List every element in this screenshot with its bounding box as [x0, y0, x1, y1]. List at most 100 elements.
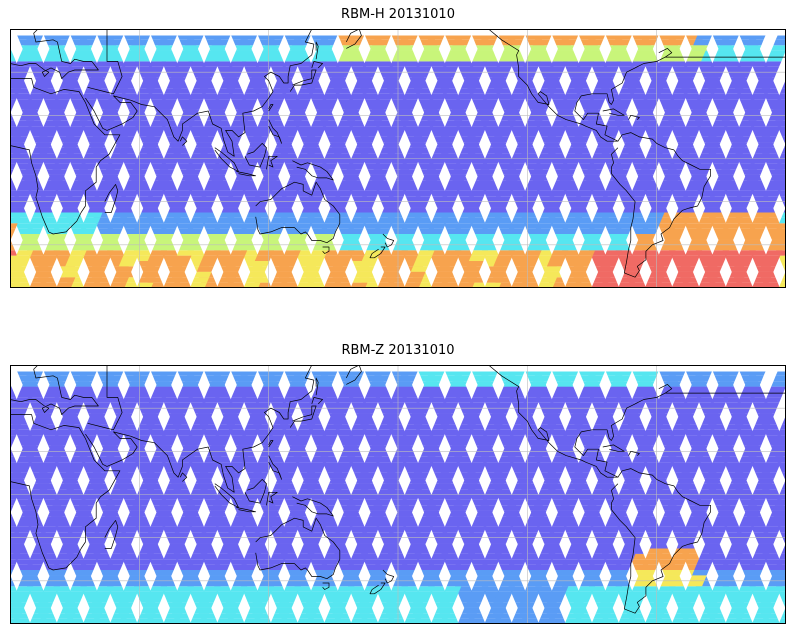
swath-segment	[419, 244, 437, 251]
swath-segment	[478, 104, 496, 110]
swath-segment	[557, 45, 575, 51]
swath-segment	[166, 83, 184, 89]
swath-segment	[429, 158, 447, 164]
swath-segment	[182, 109, 200, 116]
swath-segment	[282, 93, 300, 100]
swath-segment	[216, 190, 234, 197]
swath-segment	[287, 50, 305, 56]
swath-segment	[149, 61, 166, 67]
swath-segment	[634, 244, 651, 251]
swath-segment	[204, 56, 222, 62]
swath-segment	[199, 131, 217, 137]
swath-segment	[175, 494, 193, 500]
swath-segment	[494, 131, 512, 137]
swath-segment	[418, 185, 435, 191]
swath-segment	[510, 93, 527, 100]
swath-segment	[393, 115, 411, 121]
swath-segment	[264, 169, 282, 175]
swath-segment	[468, 255, 486, 261]
swath-segment	[630, 429, 648, 436]
swath-segment	[342, 109, 360, 116]
swath-segment	[780, 532, 786, 538]
swath-segment	[412, 72, 429, 78]
swath-segment	[10, 516, 15, 522]
swath-segment	[775, 35, 786, 40]
swath-segment	[443, 494, 461, 500]
swath-segment	[282, 61, 300, 67]
swath-segment	[177, 185, 195, 191]
swath-segment	[418, 120, 436, 127]
swath-segment	[665, 234, 683, 240]
swath-segment	[296, 93, 313, 100]
swath-segment	[148, 429, 166, 436]
swath-segment	[448, 239, 466, 245]
swath-segment	[695, 35, 712, 40]
swath-segment	[389, 494, 407, 500]
swath-segment	[66, 66, 84, 73]
swath-segment	[323, 190, 341, 197]
swath-segment	[617, 190, 635, 197]
swath-segment	[443, 158, 461, 164]
swath-segment	[201, 255, 219, 261]
swath-segment	[734, 196, 752, 202]
swath-segment	[456, 93, 474, 100]
swath-segment	[699, 88, 717, 94]
swath-segment	[498, 185, 516, 191]
coastline-layer	[10, 29, 786, 278]
swath-segment	[80, 35, 97, 40]
swath-segment	[780, 277, 786, 283]
africa-coastline	[10, 78, 121, 235]
swath-segment	[690, 174, 708, 181]
swath-segment	[279, 196, 297, 202]
swath-segment	[263, 234, 281, 240]
swath-segment	[583, 109, 601, 116]
swath-segment	[77, 169, 94, 175]
swath-segment	[736, 255, 754, 261]
swath-segment	[706, 136, 723, 143]
swath-segment	[450, 45, 467, 51]
swath-segment	[212, 228, 230, 234]
swath-segment	[53, 35, 70, 40]
swath-segment	[693, 39, 711, 46]
swath-segment	[108, 61, 126, 67]
swath-segment	[574, 196, 591, 202]
swath-segment	[744, 109, 761, 116]
swath-segment	[429, 126, 447, 132]
swath-segment	[242, 397, 259, 403]
swath-segment	[121, 126, 139, 132]
swath-segment	[577, 494, 595, 500]
swath-segment	[301, 207, 319, 213]
swath-segment	[607, 244, 625, 251]
swath-segment	[131, 39, 149, 46]
swath-segment	[214, 223, 232, 229]
swath-segment	[119, 196, 137, 202]
swath-segment	[482, 223, 500, 229]
swath-segment	[110, 88, 128, 94]
swath-segment	[10, 163, 16, 170]
swath-segment	[114, 271, 132, 278]
swath-segment	[10, 277, 22, 283]
swath-segment	[698, 217, 716, 224]
swath-segment	[65, 261, 83, 267]
swath-segment	[56, 217, 74, 224]
swath-segment	[121, 190, 139, 197]
swath-segment	[413, 196, 431, 202]
swath-segment	[269, 190, 287, 197]
swath-segment	[162, 190, 180, 197]
swath-segment	[174, 190, 192, 197]
graticule	[10, 29, 786, 288]
swath-segment	[219, 147, 237, 154]
swath-segment	[165, 212, 183, 218]
swath-segment	[335, 126, 353, 132]
swath-segment	[650, 77, 668, 83]
swath-segment	[496, 61, 514, 67]
swath-segment	[213, 35, 231, 40]
swath-segment	[373, 163, 391, 170]
swath-segment	[406, 212, 424, 218]
swath-segment	[735, 131, 752, 137]
swath-segment	[118, 261, 136, 267]
swath-segment	[154, 239, 172, 245]
swath-segment	[427, 35, 445, 40]
swath-segment	[465, 136, 483, 143]
swath-segment	[58, 212, 76, 218]
